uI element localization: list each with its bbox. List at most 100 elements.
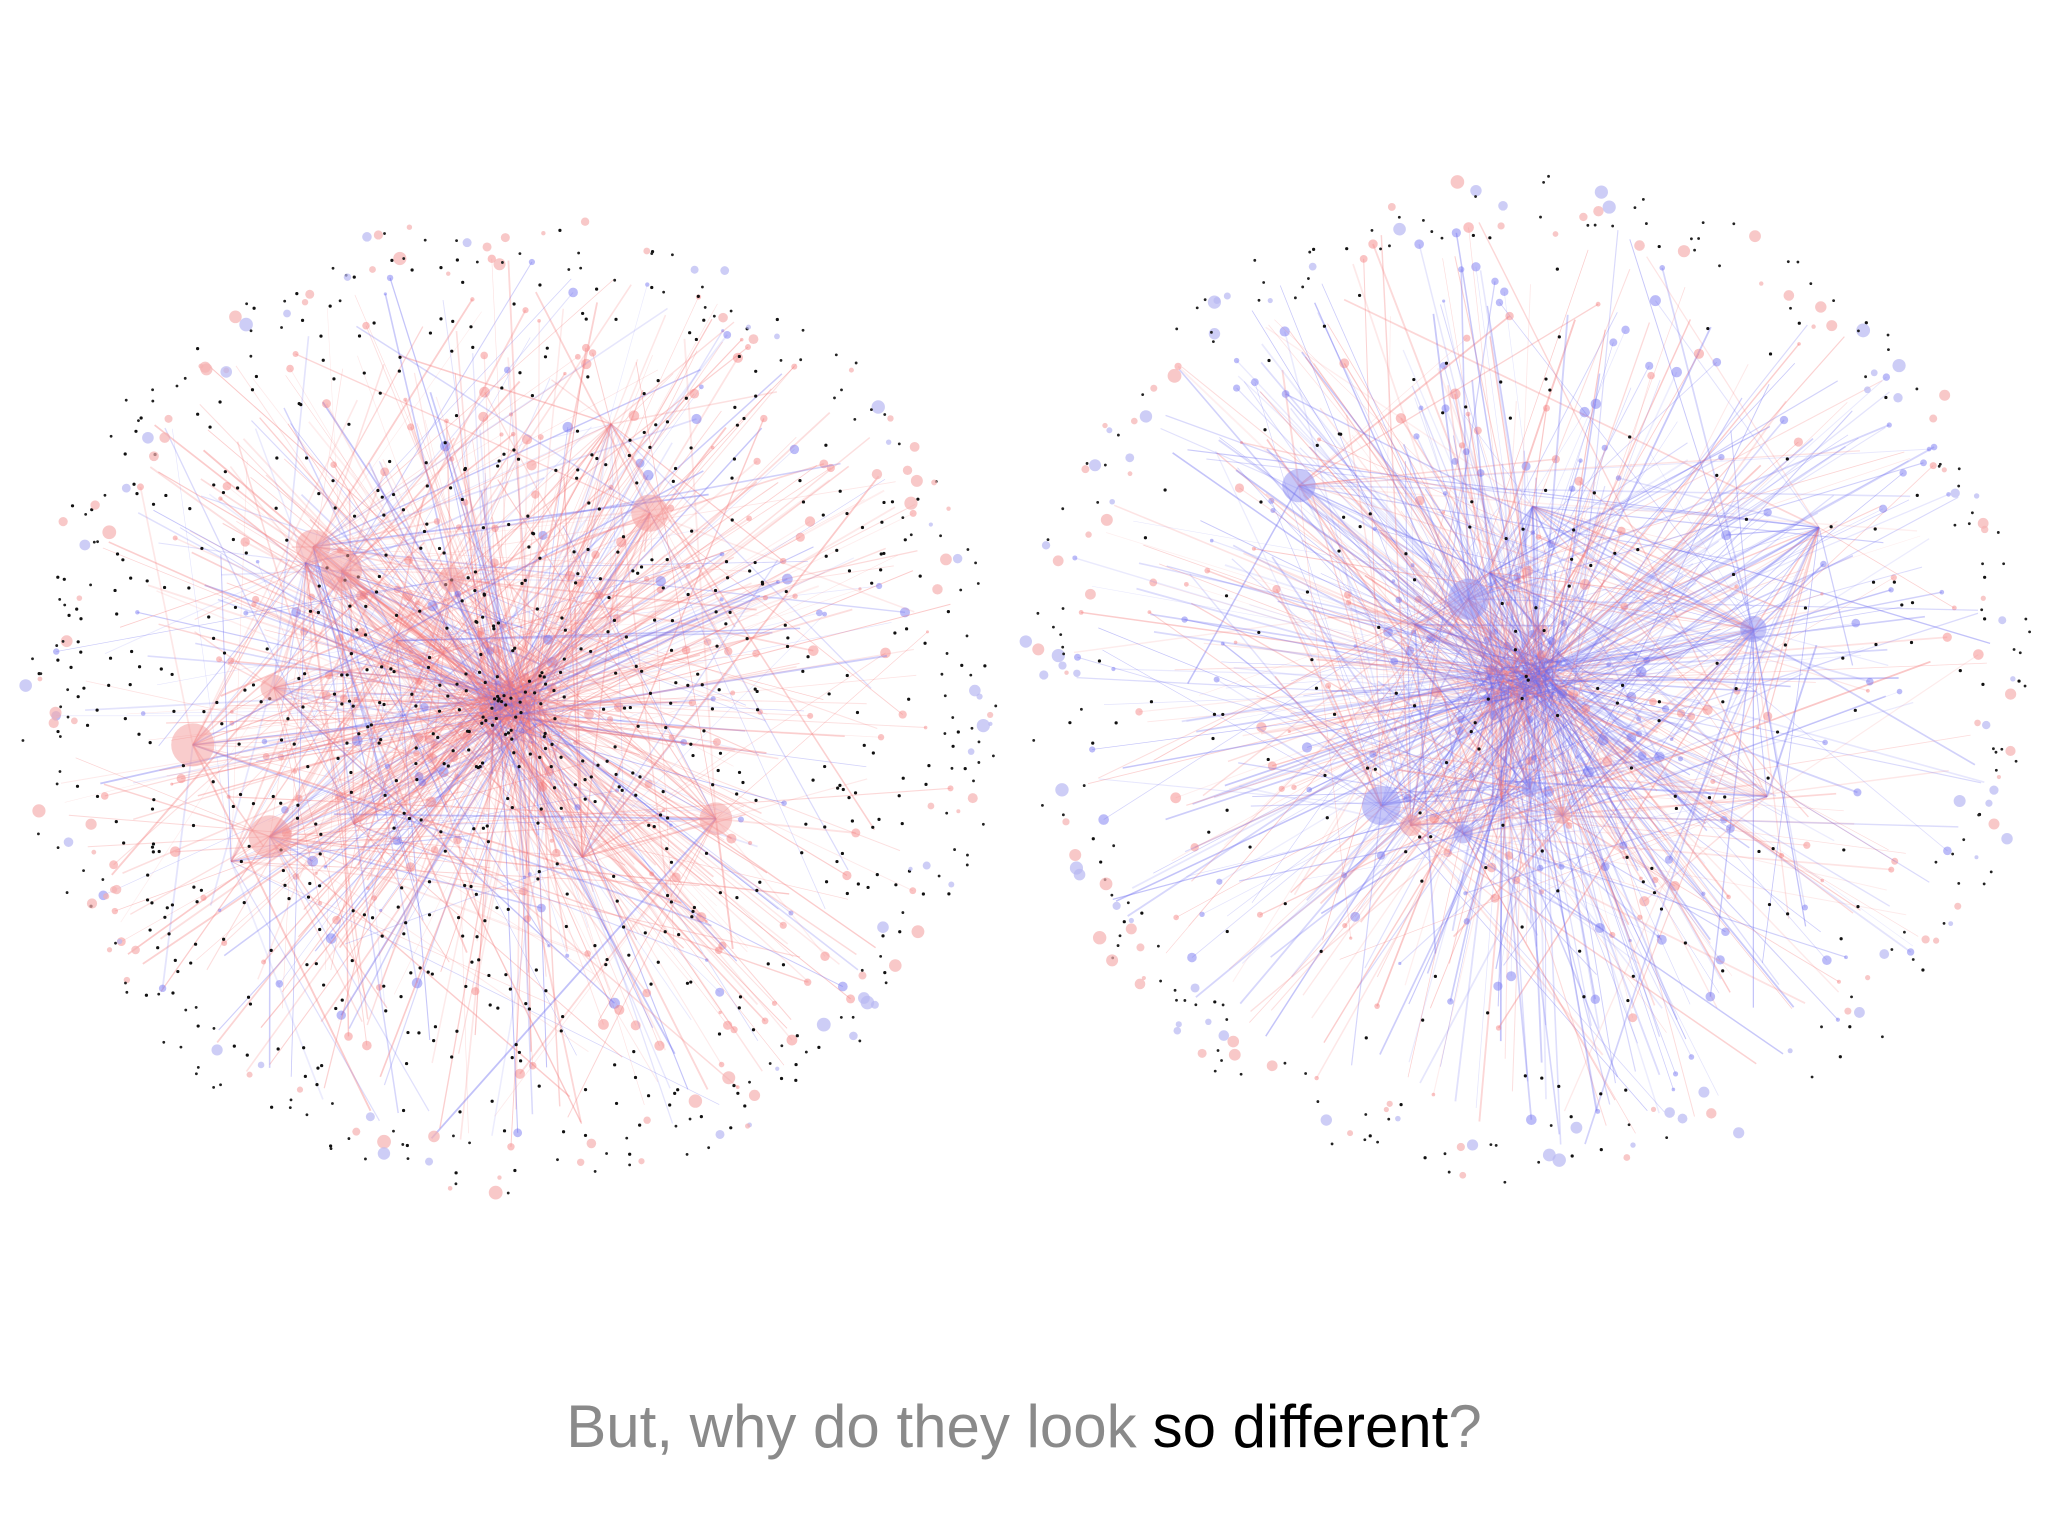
edge [496, 618, 535, 717]
node-dot [751, 1028, 756, 1032]
edge [1530, 670, 1750, 677]
edge [1327, 323, 1556, 700]
node-dot [1315, 443, 1319, 447]
node [1135, 708, 1143, 716]
node [1393, 727, 1398, 732]
node-dot [473, 588, 477, 593]
node-dot [601, 707, 606, 711]
node-dot [1373, 767, 1377, 771]
node-dot [79, 650, 83, 654]
node-dot [924, 782, 928, 787]
ring-node [722, 1071, 736, 1085]
edge [313, 546, 906, 614]
edge [421, 579, 452, 761]
edge [392, 693, 583, 858]
node [1906, 948, 1915, 956]
node [1147, 610, 1152, 614]
ring-node [1982, 720, 1991, 730]
edge [218, 716, 505, 1031]
node [608, 484, 614, 491]
node [714, 946, 723, 955]
node-dot [254, 374, 259, 379]
edge [1343, 362, 1543, 692]
edge [492, 697, 804, 712]
edge [1508, 661, 1632, 698]
node [229, 720, 235, 726]
ring-dot [1832, 299, 1836, 302]
ring-dot [901, 911, 905, 914]
ring-node [1109, 498, 1115, 505]
edge [610, 423, 736, 628]
edge [308, 638, 509, 696]
edge [508, 296, 699, 708]
ring-dot [1994, 768, 1998, 772]
caption-lead: But, why do they look [566, 1393, 1137, 1460]
ring-node [1055, 783, 1069, 797]
edge [428, 680, 516, 695]
node-dot [715, 644, 719, 648]
edge [510, 697, 531, 875]
node [1413, 433, 1420, 440]
node [490, 771, 494, 775]
node-dot [523, 578, 527, 582]
node [336, 1010, 346, 1020]
node-dot [455, 1029, 459, 1033]
node-dot [379, 738, 383, 742]
node [537, 903, 546, 913]
node [1256, 911, 1263, 918]
edge [305, 369, 659, 564]
ring-node [1393, 222, 1406, 236]
edge [273, 687, 739, 1088]
edge [341, 561, 474, 572]
node [1463, 918, 1471, 925]
edge [582, 811, 723, 858]
edge [486, 330, 724, 720]
edge [1513, 581, 1557, 671]
ring-node [1223, 292, 1231, 300]
ring-node [580, 217, 590, 226]
edge [230, 861, 380, 1122]
ring-dot [392, 1129, 395, 1133]
node [1490, 893, 1500, 903]
edge [1243, 381, 1416, 625]
node [1626, 732, 1637, 743]
edge [1661, 267, 1755, 630]
node-dot [685, 981, 690, 985]
node-dot [1613, 551, 1617, 555]
edge [417, 602, 532, 707]
ring-dot [1364, 1113, 1368, 1116]
edge [499, 512, 914, 715]
node [899, 607, 910, 618]
edge [269, 748, 423, 837]
ring-dot [1957, 467, 1961, 471]
node-dot [173, 958, 177, 962]
node [644, 779, 653, 789]
node-dot [1715, 473, 1719, 478]
edge [1526, 438, 1814, 682]
node-dot [248, 1002, 253, 1006]
node [1287, 729, 1291, 734]
edge [1530, 558, 1547, 668]
edge [507, 369, 538, 693]
edge [472, 440, 512, 691]
edge [179, 527, 485, 717]
node [492, 645, 500, 654]
node-dot [656, 960, 660, 964]
ring-node [76, 595, 83, 601]
edge [1290, 407, 1513, 696]
edge [610, 391, 778, 425]
edge [273, 680, 378, 689]
edge [1410, 563, 1700, 826]
ring-dot [1474, 195, 1477, 198]
node [109, 860, 119, 870]
edge [328, 674, 530, 706]
ring-dot [109, 434, 113, 438]
node [1098, 814, 1109, 825]
edge [384, 582, 486, 695]
node [530, 741, 534, 745]
node-dot [150, 901, 154, 905]
ring-node [1347, 1130, 1354, 1137]
node-dot [347, 422, 351, 426]
node [1457, 715, 1465, 723]
ring-dot [58, 735, 62, 738]
